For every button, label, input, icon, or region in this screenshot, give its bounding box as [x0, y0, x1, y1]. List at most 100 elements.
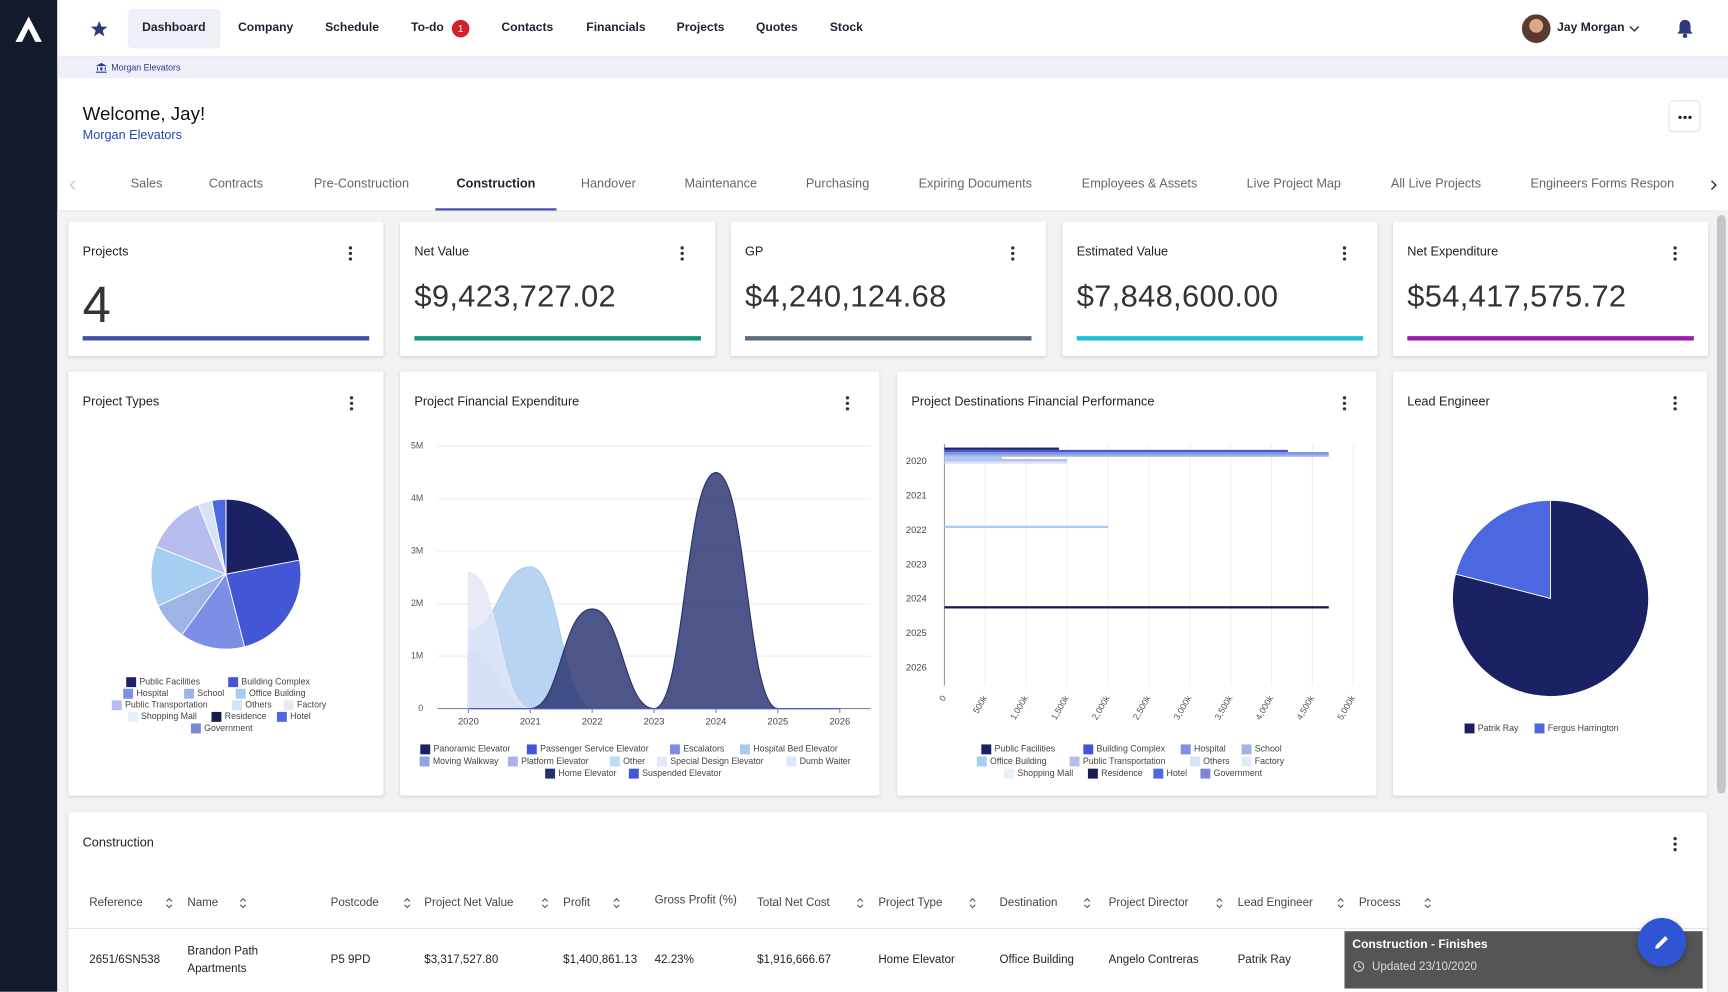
column-header[interactable]: Reference	[89, 895, 143, 910]
kpi-title: Projects	[82, 245, 129, 259]
legend-swatch	[609, 756, 620, 767]
legend-swatch	[111, 700, 122, 711]
sort-icon	[166, 897, 173, 909]
legend-label: Government	[204, 723, 253, 733]
nav-item[interactable]: Projects	[676, 20, 725, 35]
legend-swatch	[123, 688, 134, 699]
bar	[944, 449, 1288, 453]
table-cell: Angelo Contreras	[1108, 953, 1199, 967]
legend-swatch	[1083, 744, 1094, 755]
sort-icon	[239, 897, 247, 909]
kpi-bar	[744, 336, 1032, 341]
tab-bar-border	[57, 210, 1728, 212]
nav-item[interactable]: Financials	[586, 20, 646, 35]
y-tick-label: 2021	[906, 490, 927, 500]
legend-swatch	[976, 756, 987, 767]
sidebar	[0, 0, 58, 992]
nav-item[interactable]: Schedule	[325, 20, 379, 35]
pie-slice	[150, 546, 228, 607]
legend-label: Patrik Ray	[1478, 723, 1519, 733]
chart: 0 500k 1,000k 1,500k 2,000k 2,500k 3,000k 3,500…	[906, 444, 1357, 779]
column-header[interactable]: Name	[187, 895, 219, 910]
edit-button[interactable]	[1637, 917, 1687, 967]
chart-title: Project Financial Expenditure	[414, 395, 580, 409]
user-name[interactable]: Jay Morgan	[1557, 20, 1625, 35]
x-tick-label: 2024	[706, 716, 727, 726]
chart-title: Project Destinations Financial Performan…	[911, 395, 1155, 409]
tab[interactable]: Employees & Assets	[1081, 177, 1198, 191]
card: Lead Engineer Patrik Ray Fergus Harrington	[1392, 371, 1708, 796]
avatar[interactable]	[1521, 14, 1551, 43]
legend-label: Suspended Elevator	[642, 768, 721, 778]
legend-swatch	[1464, 723, 1475, 734]
x-tick-label: 5,000k	[1335, 693, 1357, 721]
nav-item[interactable]: Contacts	[501, 20, 554, 35]
column-header[interactable]: Postcode	[330, 895, 379, 910]
legend-label: Office Building	[249, 688, 306, 698]
legend-label: Factory	[297, 700, 327, 710]
tab[interactable]: Pre-Construction	[313, 177, 410, 191]
sort-icon	[856, 897, 864, 909]
legend-swatch	[419, 756, 430, 767]
tabs-left	[69, 180, 76, 191]
legend-swatch	[1241, 744, 1252, 755]
column-header[interactable]: Lead Engineer	[1237, 895, 1313, 910]
column-header[interactable]: Destination	[999, 895, 1058, 910]
bar	[944, 456, 1002, 460]
tab[interactable]: Expiring Documents	[918, 177, 1033, 191]
sort-icon	[541, 897, 549, 909]
sort-icon	[1424, 897, 1431, 909]
y-tick-label: 5M	[411, 441, 423, 451]
tab[interactable]: Sales	[130, 177, 163, 191]
x-tick-label: 2,500k	[1131, 693, 1153, 721]
nav-item[interactable]: Stock	[829, 20, 863, 35]
column-header[interactable]: Process	[1358, 895, 1401, 910]
breadcrumb[interactable]: Morgan Elevators	[111, 62, 181, 73]
tab[interactable]: Engineers Forms Respon	[1530, 177, 1675, 191]
tab[interactable]: Live Project Map	[1246, 177, 1341, 191]
column-header[interactable]: Total Net Cost	[757, 895, 830, 910]
legend-swatch	[628, 768, 639, 779]
legend-label: Building Complex	[241, 676, 310, 686]
page-subtitle[interactable]: Morgan Elevators	[82, 128, 182, 143]
tab[interactable]: Handover	[580, 177, 636, 191]
row-divider	[68, 927, 1708, 930]
area	[468, 472, 840, 710]
column-header[interactable]: Project Net Value	[424, 895, 514, 910]
tab[interactable]: Maintenance	[684, 177, 758, 191]
nav-item[interactable]: To-do	[411, 20, 444, 35]
tooltip-subtitle: Updated 23/10/2020	[1372, 959, 1477, 974]
page-menu[interactable]	[1668, 100, 1701, 133]
tab[interactable]: Construction	[456, 177, 536, 191]
legend-label: Hospital Bed Elevator	[753, 744, 838, 754]
tab-underline	[435, 208, 557, 211]
nav-active-bg	[127, 8, 221, 49]
pie-slice	[155, 503, 227, 575]
y-tick-label: 2022	[906, 525, 927, 535]
column-header[interactable]: Profit	[563, 895, 591, 910]
nav-item[interactable]: Dashboard	[142, 20, 206, 35]
card-menu	[348, 246, 353, 261]
sort-icon	[613, 897, 620, 909]
y-tick-label: 2025	[906, 628, 927, 638]
legend-label: Residence	[225, 711, 267, 721]
column-header[interactable]: Project Type	[878, 895, 943, 910]
legend-swatch	[420, 744, 431, 755]
legend-swatch	[276, 711, 287, 722]
tab[interactable]: Contracts	[208, 177, 263, 191]
pencil	[1655, 936, 1668, 949]
kpi-value: $54,417,575.72	[1407, 278, 1627, 313]
card: Net Expenditure $54,417,575.72	[1392, 221, 1709, 356]
legend-swatch	[1180, 744, 1191, 755]
card: GP $4,240,124.68	[730, 221, 1046, 356]
x-tick-label: 2,000k	[1090, 693, 1112, 721]
y-tick-label: 3M	[411, 546, 423, 556]
column-header[interactable]: Gross Profit (%)	[654, 893, 737, 907]
tab[interactable]: All Live Projects	[1390, 177, 1482, 191]
tab[interactable]: Purchasing	[805, 177, 870, 191]
column-header[interactable]: Project Director	[1108, 895, 1189, 910]
nav-item[interactable]: Company	[238, 20, 294, 35]
nav-item[interactable]: Quotes	[755, 20, 798, 35]
legend-label: Government	[1214, 768, 1263, 778]
